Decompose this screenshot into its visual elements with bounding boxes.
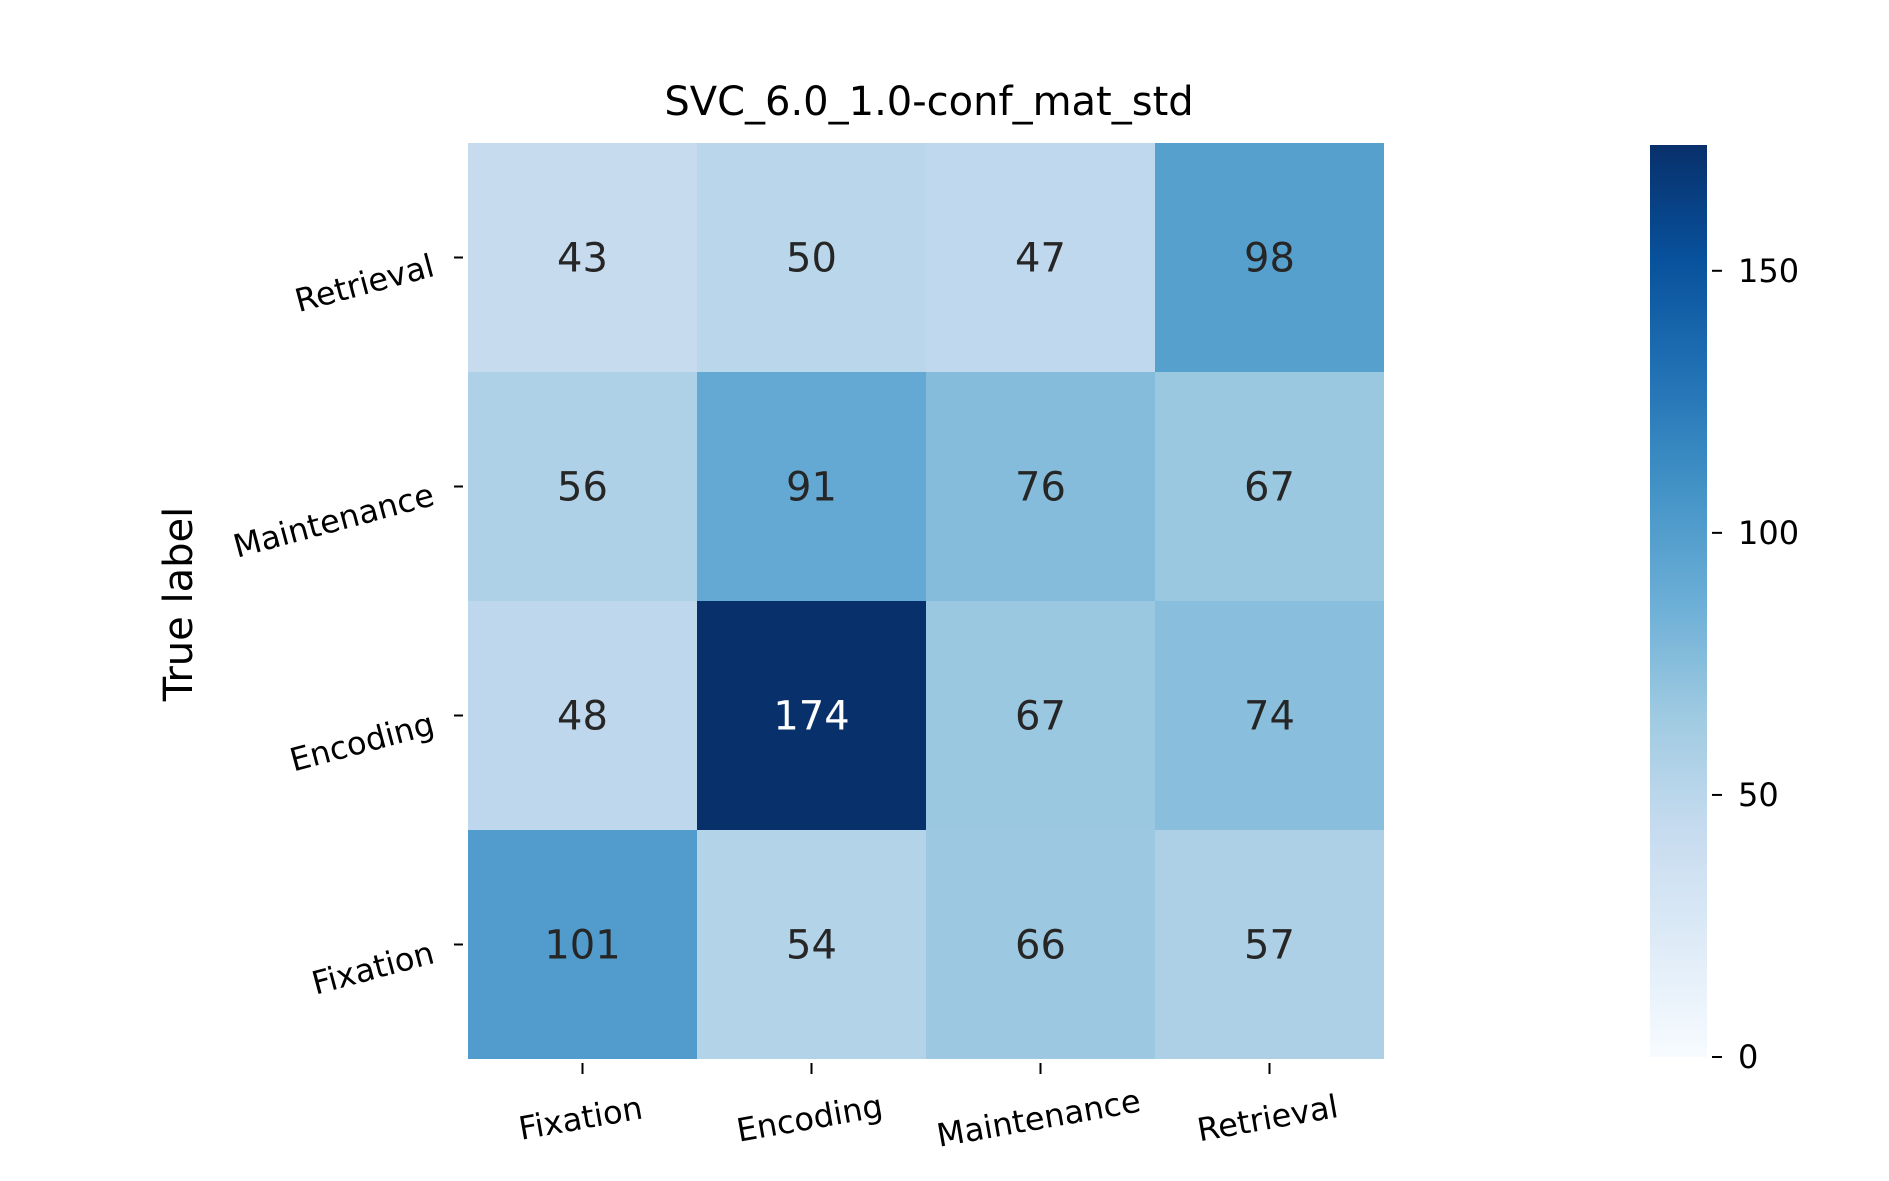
heatmap-cell [697, 601, 926, 830]
cell-value-label: 57 [1244, 923, 1295, 969]
x-tick-label: Encoding [734, 1087, 886, 1150]
x-tick-label: Retrieval [1194, 1087, 1341, 1149]
colorbar-ticks: 0 50 100 150 [1712, 252, 1799, 1076]
cell-value-label: 56 [557, 465, 608, 511]
heatmap-cell [1155, 143, 1384, 372]
heatmap-cell [1155, 830, 1384, 1059]
cell-value-label: 67 [1015, 694, 1066, 740]
y-tick-label: Maintenance [229, 476, 438, 566]
colorbar-tick-label: 50 [1738, 776, 1779, 814]
cell-value-label: 98 [1244, 236, 1295, 282]
y-tick-label: Retrieval [291, 247, 438, 321]
cell-value-label: 67 [1244, 465, 1295, 511]
heatmap-cell [697, 143, 926, 372]
cell-value-label: 76 [1015, 465, 1066, 511]
x-axis-ticks: Fixation Encoding Maintenance Retrieval [516, 1063, 1341, 1155]
colorbar-tick-label: 0 [1738, 1038, 1758, 1076]
cell-value-label: 54 [786, 923, 837, 969]
cell-value-label: 48 [557, 694, 608, 740]
x-tick-label: Fixation [516, 1089, 646, 1148]
heatmap-cell [468, 143, 697, 372]
heatmap-cell [926, 601, 1155, 830]
heatmap-cell [468, 830, 697, 1059]
cell-value-label: 66 [1015, 923, 1066, 969]
y-axis-label: True label [156, 507, 202, 702]
y-axis-ticks: Retrieval Maintenance Encoding Fixation [229, 247, 463, 1003]
colorbar [1650, 145, 1707, 1057]
cell-value-label: 91 [786, 465, 837, 511]
heatmap-cell [468, 372, 697, 601]
colorbar-tick-label: 100 [1738, 514, 1799, 552]
cell-value-label: 50 [786, 236, 837, 282]
y-tick-label: Encoding [286, 705, 438, 780]
cell-value-label: 47 [1015, 236, 1066, 282]
cell-value-label: 101 [544, 923, 620, 969]
heatmap-cell [1155, 372, 1384, 601]
cell-value-label: 74 [1244, 694, 1295, 740]
chart-title: SVC_6.0_1.0-conf_mat_std [664, 79, 1193, 125]
heatmap-cell [926, 143, 1155, 372]
heatmap-cell [1155, 601, 1384, 830]
heatmap-cell [926, 372, 1155, 601]
colorbar-tick-label: 150 [1738, 252, 1799, 290]
heatmap-cell [926, 830, 1155, 1059]
heatmap-cell [697, 372, 926, 601]
y-tick-label: Fixation [308, 934, 438, 1003]
heatmap-cell [697, 830, 926, 1059]
x-tick-label: Maintenance [934, 1082, 1144, 1155]
heatmap-cell [468, 601, 697, 830]
cell-value-label: 43 [557, 236, 608, 282]
cell-value-label: 174 [773, 694, 849, 740]
heatmap-cells: 43 50 47 98 56 91 76 67 48 174 67 74 101 54 66 57 [468, 143, 1384, 1059]
